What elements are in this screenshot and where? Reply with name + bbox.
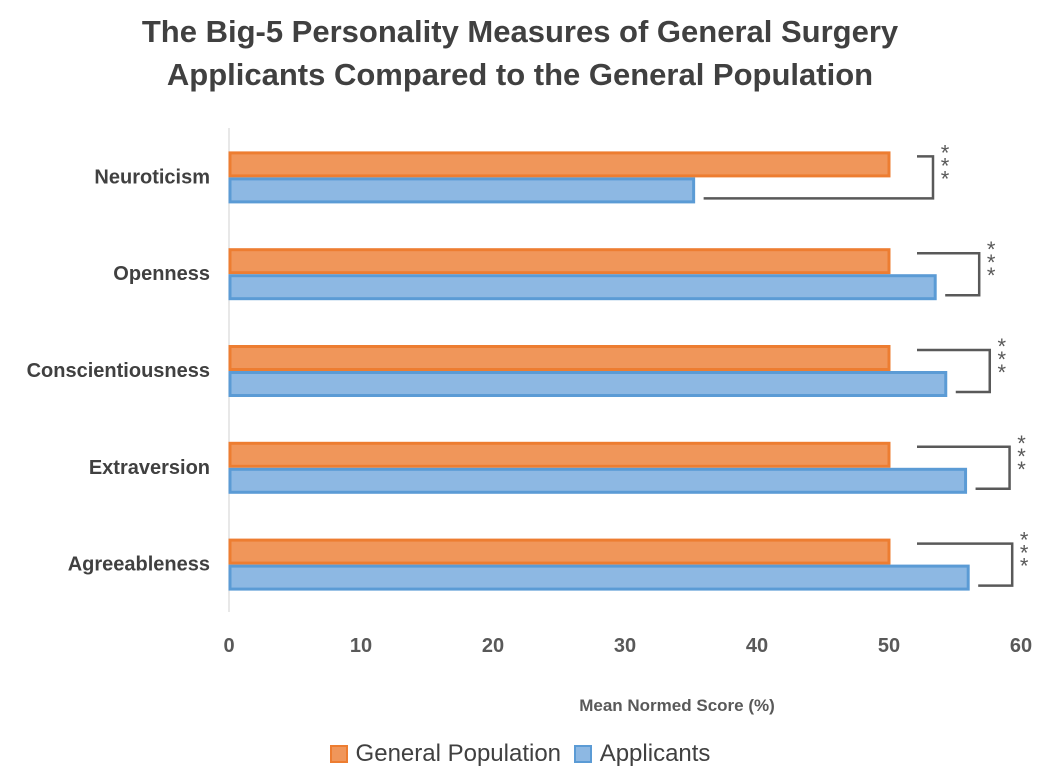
bar-applicants: [228, 371, 948, 397]
bar-general-population: [228, 248, 891, 275]
chart-title-line-1: The Big-5 Personality Measures of Genera…: [141, 14, 899, 49]
significance-marker: * * *: [941, 140, 950, 191]
category-label: Extraversion: [89, 457, 210, 479]
legend-item-applicants: Applicants: [573, 740, 711, 768]
significance-bracket: [917, 348, 992, 394]
x-axis-title: Mean Normed Score (%): [579, 696, 775, 715]
category-label: Neuroticism: [94, 166, 210, 188]
legend: General Population Applicants: [0, 740, 1040, 770]
significance-marker: * * *: [1017, 431, 1026, 482]
legend-item-general-population: General Population: [329, 740, 562, 768]
significance-bracket: [917, 542, 1014, 587]
significance-bracket: [703, 155, 935, 200]
significance-bracket: [917, 251, 981, 297]
significance-marker: * * *: [987, 237, 996, 288]
significance-bracket: [917, 445, 1011, 491]
bar-applicants: [228, 177, 696, 204]
significance-marker: * * *: [997, 334, 1006, 385]
x-tick-label: 60: [1010, 635, 1032, 657]
x-tick-label: 40: [746, 635, 768, 657]
legend-swatch-applicants: [573, 745, 592, 763]
legend-label-general-population: General Population: [355, 740, 562, 767]
bar-general-population: [228, 538, 891, 565]
legend-label-applicants: Applicants: [599, 740, 711, 767]
bar-general-population: [228, 441, 891, 468]
significance-marker: * * *: [1020, 528, 1029, 579]
bar-applicants: [228, 274, 937, 301]
chart-title-line-2: Applicants Compared to the General Popul…: [166, 57, 874, 92]
category-label: Agreeableness: [68, 554, 210, 576]
legend-swatch-general-population: [329, 745, 348, 763]
x-tick-label: 30: [614, 635, 636, 657]
x-tick-label: 50: [878, 635, 900, 657]
chart-title: The Big-5 Personality Measures of Genera…: [0, 10, 1040, 96]
x-tick-label: 20: [482, 635, 504, 657]
bar-applicants: [228, 564, 970, 591]
bar-applicants: [228, 467, 968, 494]
bar-general-population: [228, 345, 891, 371]
category-label: Conscientiousness: [27, 360, 210, 382]
bar-general-population: [228, 151, 891, 178]
x-tick-label: 10: [350, 635, 372, 657]
category-label: Openness: [113, 263, 210, 285]
x-tick-label: 0: [223, 635, 234, 657]
